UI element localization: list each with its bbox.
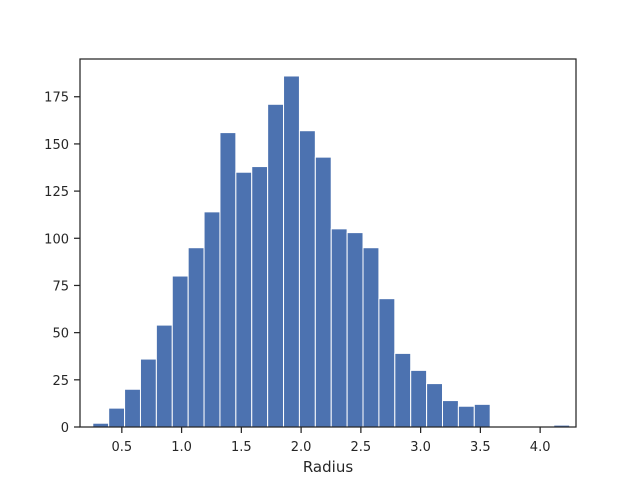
histogram-bar [155,324,173,428]
histogram-bar [346,232,364,428]
histogram-bar [171,275,189,428]
histogram-bar [362,247,380,428]
histogram-bar [235,171,253,428]
x-tick-label: 1.0 [171,440,192,455]
histogram-bar [267,103,285,428]
y-tick-label: 75 [52,279,69,294]
histogram-bar [203,211,221,428]
x-tick-label: 2.0 [291,440,312,455]
histogram-bar [441,400,459,428]
histogram-bar [410,369,428,428]
histogram-bar [378,298,396,428]
x-tick-label: 3.5 [470,440,491,455]
y-tick-label: 100 [44,232,69,247]
histogram-bar [283,75,300,428]
histogram-bar [298,130,316,428]
y-tick-label: 125 [44,185,69,200]
histogram-bar [187,247,205,428]
histogram-bar [330,228,348,428]
histogram-bar [473,403,491,428]
x-tick-label: 4.0 [530,440,551,455]
x-tick-label: 2.5 [351,440,372,455]
y-tick-label: 50 [52,327,69,342]
plot-frame [79,58,577,428]
histogram-bar [314,156,332,428]
histogram-bar [457,405,475,428]
histogram-bar [251,166,269,428]
x-tick-label: 1.5 [231,440,252,455]
histogram-bar [139,358,157,428]
histogram-bar [108,407,126,428]
histogram-bar [426,383,443,428]
y-tick-label: 175 [44,91,69,106]
y-tick-label: 150 [44,138,69,153]
histogram-bar [124,388,141,428]
x-tick-label: 3.0 [410,440,431,455]
y-tick-label: 25 [52,374,69,389]
x-tick-label: 0.5 [111,440,132,455]
histogram-bars [92,75,571,428]
x-axis-label: Radius [303,458,353,476]
x-axis-ticks: 0.5 1.0 1.5 2.0 2.5 3.0 3.5 4.0 [111,427,550,455]
y-axis-ticks: 0 25 50 75 100 125 150 175 [44,91,80,436]
y-tick-label: 0 [61,421,69,436]
histogram-bar [219,132,237,428]
histogram-bar [394,352,412,428]
